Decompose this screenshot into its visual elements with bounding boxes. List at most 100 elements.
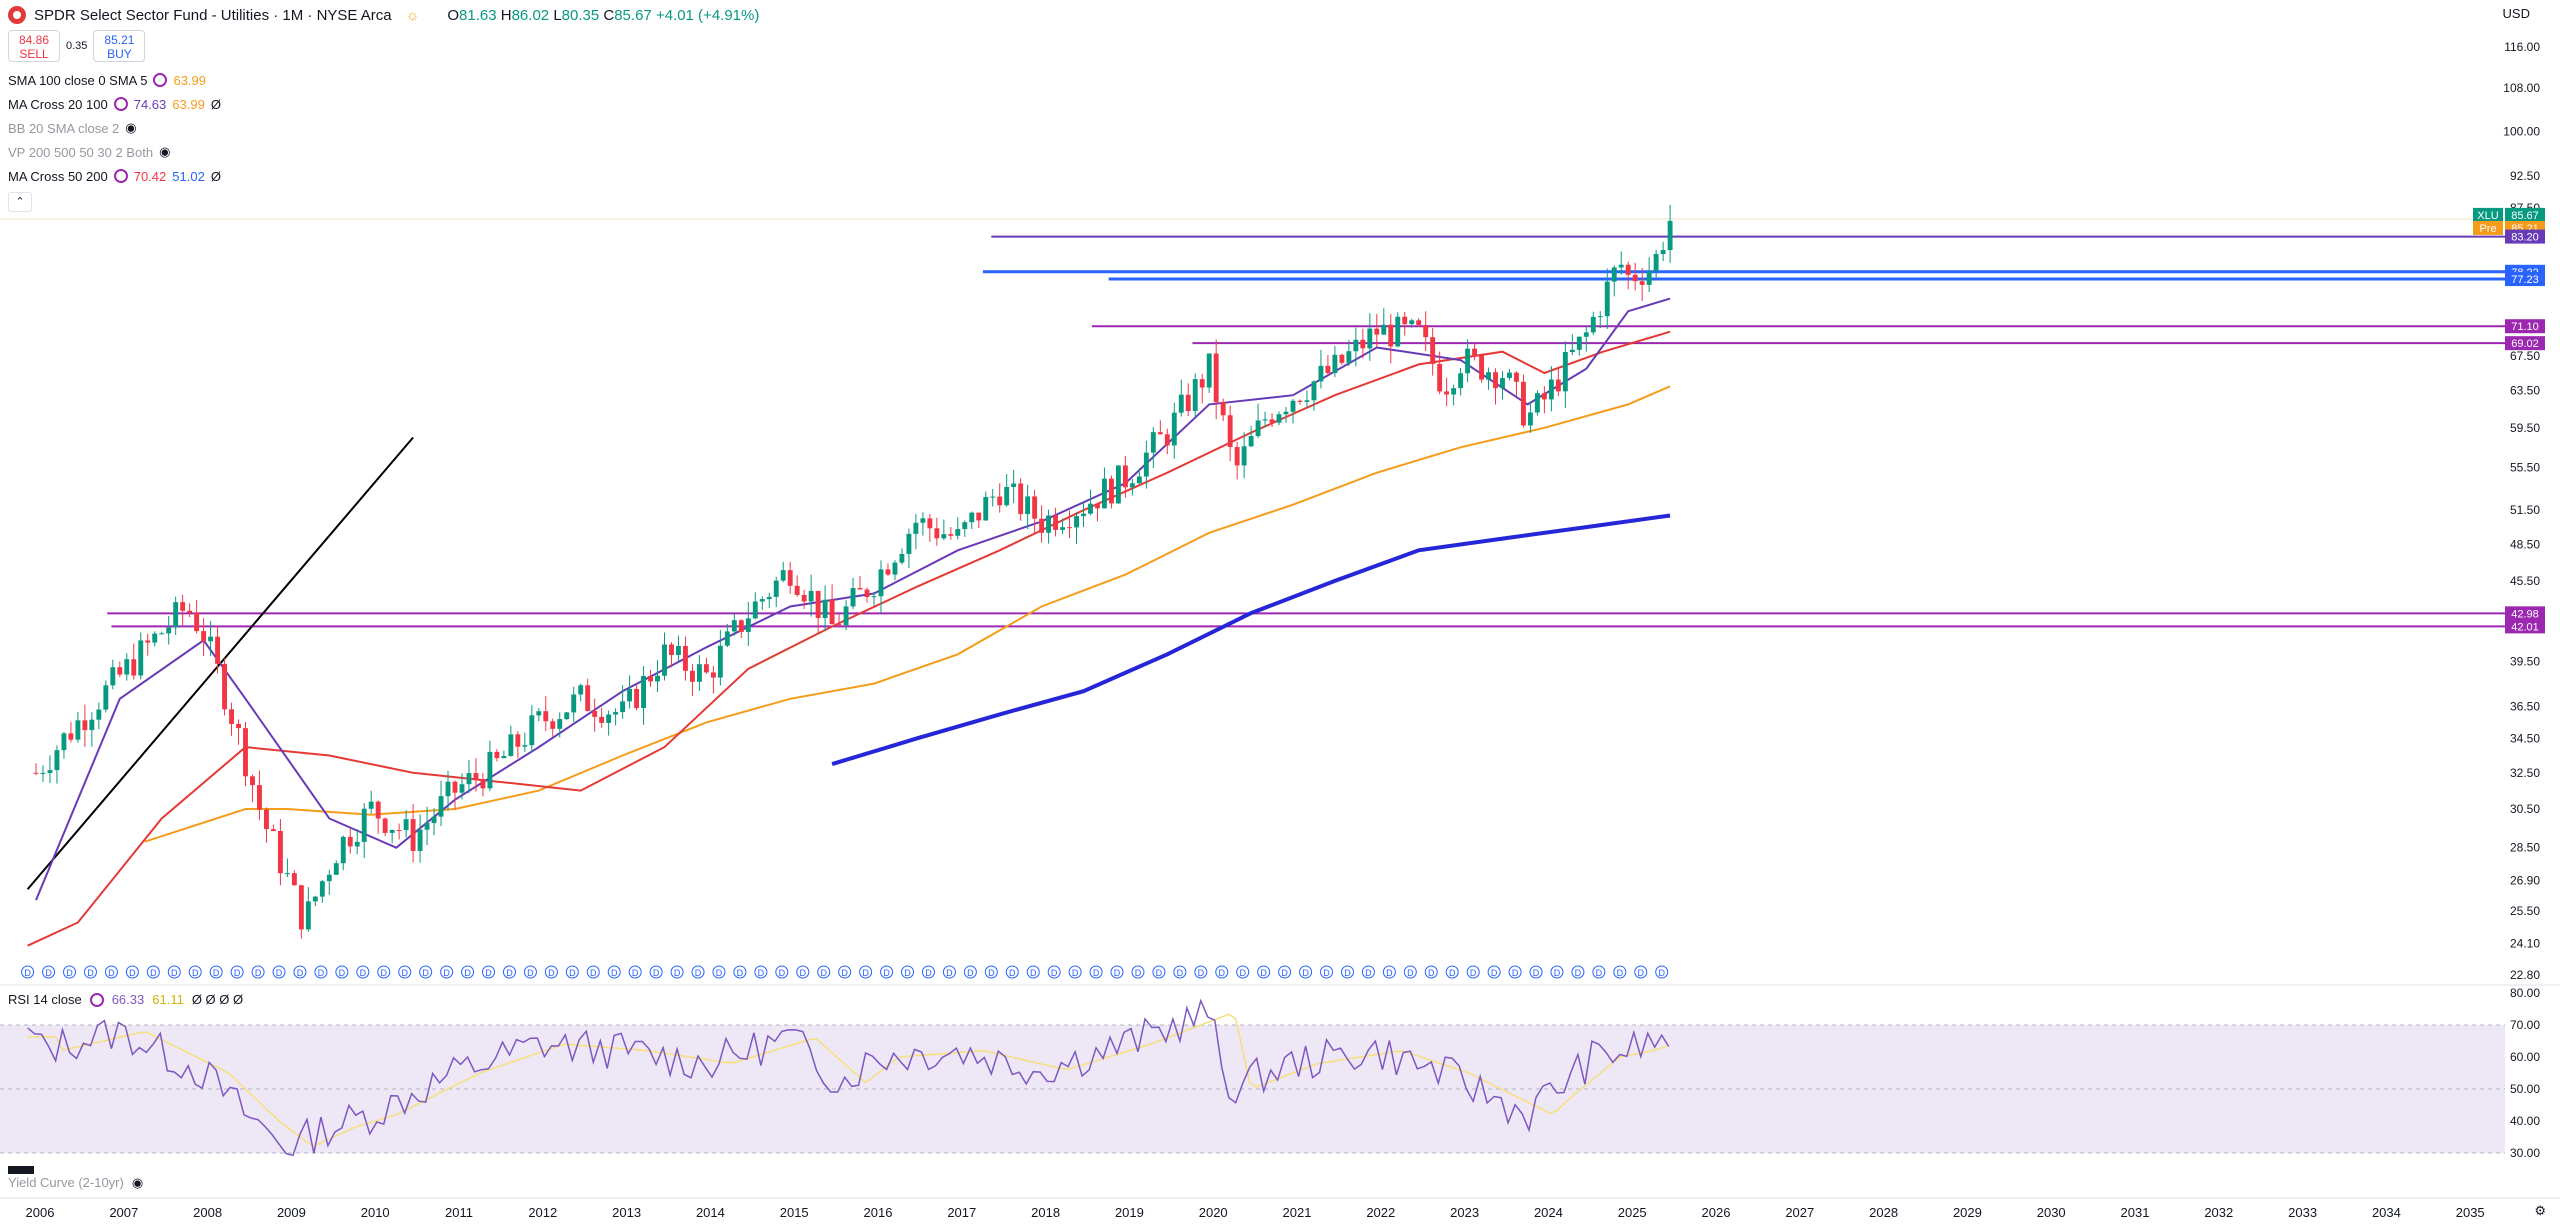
candle-body xyxy=(1283,411,1289,415)
candle-body xyxy=(396,829,402,831)
yield-curve-label[interactable]: Yield Curve (2-10yr) xyxy=(8,1175,124,1190)
candle-body xyxy=(1318,365,1324,382)
dividend-marker xyxy=(1613,965,1627,979)
candle-body xyxy=(229,709,234,724)
dividend-marker-label: D xyxy=(422,968,429,978)
candle-body xyxy=(375,801,381,819)
dividend-marker-label: D xyxy=(800,968,807,978)
dividend-marker xyxy=(167,965,181,979)
candle-body xyxy=(878,569,884,597)
candle-body xyxy=(1521,381,1526,426)
candle-body xyxy=(515,734,521,747)
candle-body xyxy=(1136,476,1142,484)
indicator-row[interactable]: VP 200 500 50 30 2 Both ◉ xyxy=(8,140,759,164)
dividend-marker xyxy=(230,965,244,979)
price-label-box xyxy=(2505,606,2545,621)
candle-body xyxy=(780,570,786,581)
dividend-marker xyxy=(1634,965,1648,979)
dividend-marker-label: D xyxy=(653,968,660,978)
dividend-marker xyxy=(482,965,496,979)
candle-body xyxy=(1479,355,1484,380)
candle-body xyxy=(1395,316,1401,347)
candle-body xyxy=(759,599,765,602)
candle-body xyxy=(1625,264,1631,275)
eye-icon[interactable]: ◉ xyxy=(159,144,171,159)
gear-icon[interactable] xyxy=(113,169,128,183)
candle-body xyxy=(592,710,598,717)
buy-button[interactable]: 85.21 BUY xyxy=(93,30,146,62)
indicator-row[interactable]: MA Cross 50 200 70.42 51.02 Ø xyxy=(8,164,759,188)
candle-body xyxy=(1290,400,1296,412)
dividend-marker-label: D xyxy=(24,968,31,978)
candle-body xyxy=(89,719,95,731)
dividend-marker-label: D xyxy=(1051,968,1058,978)
x-axis-tick-label: 2021 xyxy=(1283,1205,1312,1220)
candle-body xyxy=(948,534,954,536)
dividend-marker-label: D xyxy=(255,968,262,978)
dividend-marker-label: D xyxy=(1407,968,1414,978)
candle-body xyxy=(75,720,81,740)
candle-body xyxy=(166,627,172,634)
candle-body xyxy=(752,601,758,619)
dividend-marker xyxy=(188,965,202,979)
candle-body xyxy=(152,633,158,643)
price-label-value: 42.98 xyxy=(2511,608,2539,620)
gear-icon[interactable] xyxy=(89,992,104,1007)
dividend-marker xyxy=(209,965,223,979)
candle-body xyxy=(1604,281,1610,317)
dividend-marker-label: D xyxy=(339,968,346,978)
candle-body xyxy=(473,773,479,780)
settings-icon[interactable]: ⚙ xyxy=(2534,1203,2546,1218)
indicator-value: 63.99 xyxy=(172,96,205,112)
dividend-marker xyxy=(586,965,600,979)
collapse-legend-button[interactable]: ⌃ xyxy=(8,192,32,212)
dividend-marker-label: D xyxy=(1617,968,1624,978)
candle-body xyxy=(305,901,311,930)
x-axis-tick-label: 2031 xyxy=(2121,1205,2150,1220)
candle-body xyxy=(1458,373,1464,389)
candle-body xyxy=(1444,391,1450,395)
dividend-marker-label: D xyxy=(45,968,52,978)
gear-icon[interactable] xyxy=(153,73,168,87)
indicator-row[interactable]: MA Cross 20 100 74.63 63.99 Ø xyxy=(8,92,759,116)
candle-body xyxy=(1507,372,1512,378)
dividend-marker-label: D xyxy=(318,968,325,978)
candle-body xyxy=(710,672,716,678)
candle-body xyxy=(333,863,339,875)
candle-body xyxy=(829,599,835,625)
dividend-marker-label: D xyxy=(87,968,94,978)
candle-body xyxy=(326,874,332,882)
dividend-marker-label: D xyxy=(192,968,199,978)
currency-label[interactable]: USD xyxy=(2502,6,2530,21)
dividend-marker xyxy=(1445,965,1459,979)
candle-body xyxy=(110,667,116,686)
eye-icon[interactable]: ◉ xyxy=(131,1175,144,1190)
dividend-marker xyxy=(21,965,35,979)
indicator-row[interactable]: SMA 100 close 0 SMA 5 63.99 xyxy=(8,68,759,92)
candle-body xyxy=(1311,381,1317,401)
dividend-marker xyxy=(565,965,579,979)
candle-body xyxy=(906,533,912,554)
x-axis-tick-label: 2033 xyxy=(2288,1205,2317,1220)
sell-button[interactable]: 84.86 SELL xyxy=(8,30,60,62)
dividend-marker-label: D xyxy=(967,968,974,978)
gear-icon[interactable] xyxy=(113,97,128,111)
dividend-marker-label: D xyxy=(569,968,576,978)
dividend-marker xyxy=(628,965,642,979)
candle-body xyxy=(1569,349,1575,352)
dividend-marker-label: D xyxy=(1198,968,1205,978)
candle-body xyxy=(1018,483,1024,515)
dividend-marker-label: D xyxy=(862,968,869,978)
candle-body xyxy=(927,518,933,529)
candle-body xyxy=(871,596,877,598)
symbol-title[interactable]: SPDR Select Sector Fund - Utilities · 1M… xyxy=(34,6,392,24)
indicator-row[interactable]: BB 20 SMA close 2 ◉ xyxy=(8,116,759,140)
dividend-marker xyxy=(712,965,726,979)
candle-body xyxy=(676,645,681,656)
candle-body xyxy=(431,816,437,824)
x-axis-tick-label: 2025 xyxy=(1618,1205,1647,1220)
candle-body xyxy=(340,836,346,864)
rsi-label[interactable]: RSI 14 close xyxy=(8,992,82,1007)
eye-icon[interactable]: ◉ xyxy=(125,120,137,135)
